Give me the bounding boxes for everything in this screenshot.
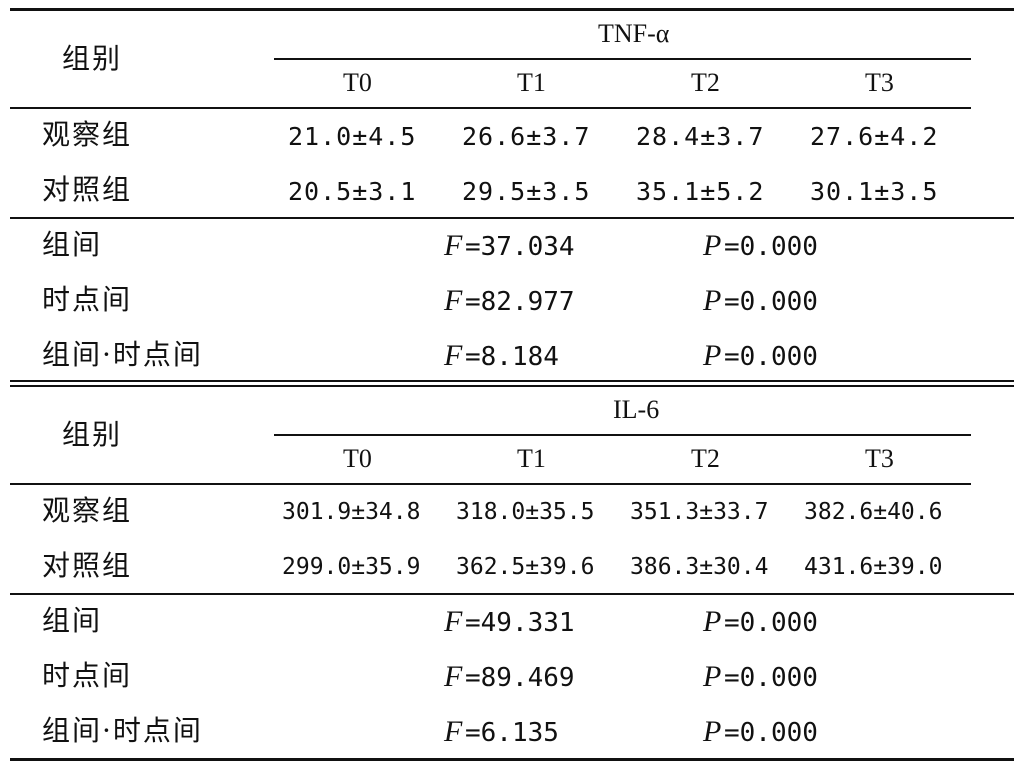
f-symbol: F [444, 339, 463, 372]
time-header-t2: T2 [691, 444, 720, 473]
f-symbol: F [444, 715, 463, 748]
marker-underline [274, 434, 971, 436]
p-value: =0.000 [724, 287, 818, 317]
stat-label-between-groups: 组间 [42, 604, 103, 637]
p-symbol: P [703, 605, 722, 638]
stat-label-interaction: 组间·时点间 [42, 714, 203, 747]
p-symbol: P [703, 660, 722, 693]
stats-rule [10, 593, 1014, 595]
table-cell: 20.5±3.1 [288, 177, 417, 206]
row-label-observation: 观察组 [42, 494, 133, 527]
marker-header-tnf: TNF-α [598, 19, 670, 48]
f-value: =6.135 [465, 718, 559, 748]
f-value: =82.977 [465, 287, 575, 317]
table-cell: 318.0±35.5 [456, 499, 595, 525]
stat-label-between-timepoints: 时点间 [42, 283, 133, 316]
table-cell: 30.1±3.5 [810, 177, 939, 206]
table-cell: 27.6±4.2 [810, 122, 939, 151]
p-value: =0.000 [724, 663, 818, 693]
table-cell: 382.6±40.6 [804, 499, 943, 525]
table-cell: 351.3±33.7 [630, 499, 769, 525]
table-cell: 35.1±5.2 [636, 177, 765, 206]
f-symbol: F [444, 605, 463, 638]
time-header-t2: T2 [691, 68, 720, 97]
table-cell: 301.9±34.8 [282, 499, 421, 525]
header-rule [10, 107, 971, 109]
p-value: =0.000 [724, 608, 818, 638]
table-cell: 431.6±39.0 [804, 554, 943, 580]
p-value: =0.000 [724, 342, 818, 372]
marker-header-il6: IL-6 [613, 395, 660, 424]
stat-label-between-timepoints: 时点间 [42, 659, 133, 692]
f-symbol: F [444, 284, 463, 317]
stats-rule [10, 217, 1014, 219]
p-symbol: P [703, 229, 722, 262]
section-double-rule [10, 380, 1014, 382]
table-cell: 362.5±39.6 [456, 554, 595, 580]
row-label-control: 对照组 [42, 549, 133, 582]
p-symbol: P [703, 715, 722, 748]
table-cell: 28.4±3.7 [636, 122, 765, 151]
p-symbol: P [703, 284, 722, 317]
header-rule [10, 483, 971, 485]
group-header: 组别 [62, 42, 123, 75]
time-header-t1: T1 [517, 68, 546, 97]
time-header-t0: T0 [343, 68, 372, 97]
row-label-observation: 观察组 [42, 118, 133, 151]
f-symbol: F [444, 660, 463, 693]
f-value: =49.331 [465, 608, 575, 638]
table-cell: 26.6±3.7 [462, 122, 591, 151]
table-cell: 386.3±30.4 [630, 554, 769, 580]
group-header: 组别 [62, 418, 123, 451]
time-header-t0: T0 [343, 444, 372, 473]
f-value: =8.184 [465, 342, 559, 372]
f-symbol: F [444, 229, 463, 262]
table-top-rule [10, 8, 1014, 11]
p-value: =0.000 [724, 718, 818, 748]
stat-label-between-groups: 组间 [42, 228, 103, 261]
time-header-t1: T1 [517, 444, 546, 473]
time-header-t3: T3 [865, 444, 894, 473]
marker-underline [274, 58, 971, 60]
row-label-control: 对照组 [42, 173, 133, 206]
table-bottom-rule [10, 758, 1014, 761]
p-value: =0.000 [724, 232, 818, 262]
time-header-t3: T3 [865, 68, 894, 97]
f-value: =37.034 [465, 232, 575, 262]
f-value: =89.469 [465, 663, 575, 693]
p-symbol: P [703, 339, 722, 372]
table-cell: 21.0±4.5 [288, 122, 417, 151]
table-cell: 299.0±35.9 [282, 554, 421, 580]
section-double-rule [10, 385, 1014, 387]
stat-label-interaction: 组间·时点间 [42, 338, 203, 371]
table-cell: 29.5±3.5 [462, 177, 591, 206]
